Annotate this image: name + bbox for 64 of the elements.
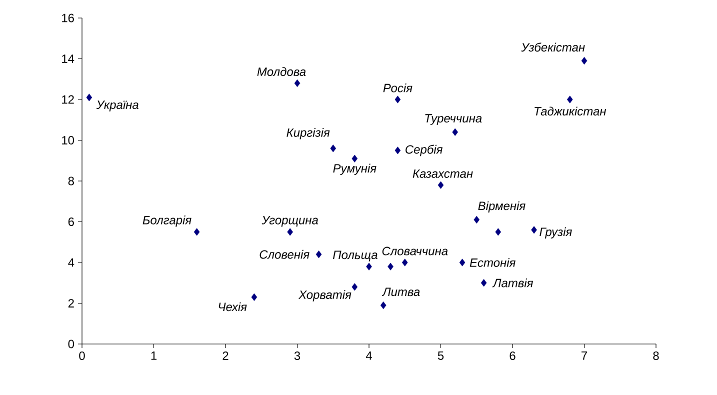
annotation: Таджикістан <box>534 106 606 116</box>
point <box>531 226 537 234</box>
x-tick-label: 6 <box>510 352 516 360</box>
point <box>380 301 386 310</box>
point <box>402 258 408 266</box>
annotation: Словаччина <box>382 246 448 256</box>
annotation: Казахстан <box>412 170 473 178</box>
annotation: Сербія <box>406 144 443 156</box>
x-tick-label: 4 <box>366 352 372 360</box>
annotation: Киргізія <box>286 128 330 140</box>
point <box>388 262 394 270</box>
y-tick-label: 14 <box>62 54 74 63</box>
point <box>352 154 358 162</box>
x-tick-label: 1 <box>151 352 157 360</box>
annotation: Туреччина <box>425 114 482 125</box>
point <box>480 279 487 287</box>
annotation: Україна <box>96 100 138 112</box>
y-tick-label: 6 <box>68 218 74 226</box>
point <box>459 258 466 266</box>
annotation: Грузія <box>540 227 572 238</box>
point <box>474 216 480 224</box>
y-tick-label: 0 <box>68 340 74 348</box>
point <box>86 94 92 102</box>
annotation: Латвія <box>492 278 534 288</box>
annotation: Вірменія <box>478 201 526 213</box>
annotation: Росія <box>383 83 412 92</box>
annotation: Румунія <box>333 164 376 175</box>
point <box>352 283 358 291</box>
annotation: Естонія <box>470 258 516 267</box>
x-tick-label: 0 <box>79 352 85 360</box>
annotation: Польща <box>332 250 378 262</box>
point <box>452 128 458 136</box>
point <box>294 79 300 87</box>
point <box>495 228 502 236</box>
y-tick-label: 4 <box>68 258 74 267</box>
annotation: Болгарія <box>142 216 192 227</box>
y-tick-label: 8 <box>68 176 74 186</box>
point <box>567 96 573 104</box>
x-tick-label: 8 <box>653 352 659 360</box>
x-tick-label: 3 <box>294 352 300 360</box>
x-tick-label: 5 <box>438 352 444 360</box>
point <box>394 96 401 104</box>
point <box>366 262 372 270</box>
point <box>438 181 444 189</box>
annotation: Узбекістан <box>521 42 585 52</box>
annotation: Хорватія <box>298 290 352 302</box>
annotation: Чехія <box>218 302 247 312</box>
annotation: Литва <box>382 288 420 296</box>
y-tick-label: 2 <box>68 299 74 308</box>
annotation: Угорщина <box>262 216 318 227</box>
y-tick-label: 16 <box>62 14 74 22</box>
point <box>394 146 401 154</box>
point <box>251 293 258 301</box>
annotation: Словенія <box>260 250 310 259</box>
point <box>316 250 322 258</box>
x-tick-label: 7 <box>582 352 587 360</box>
point <box>581 56 588 65</box>
x-tick-label: 2 <box>222 352 228 360</box>
point <box>287 228 293 236</box>
point <box>194 228 200 236</box>
annotation: Молдова <box>257 67 306 76</box>
y-tick-label: 10 <box>62 136 74 145</box>
y-tick-label: 12 <box>62 95 74 104</box>
point <box>330 144 336 152</box>
